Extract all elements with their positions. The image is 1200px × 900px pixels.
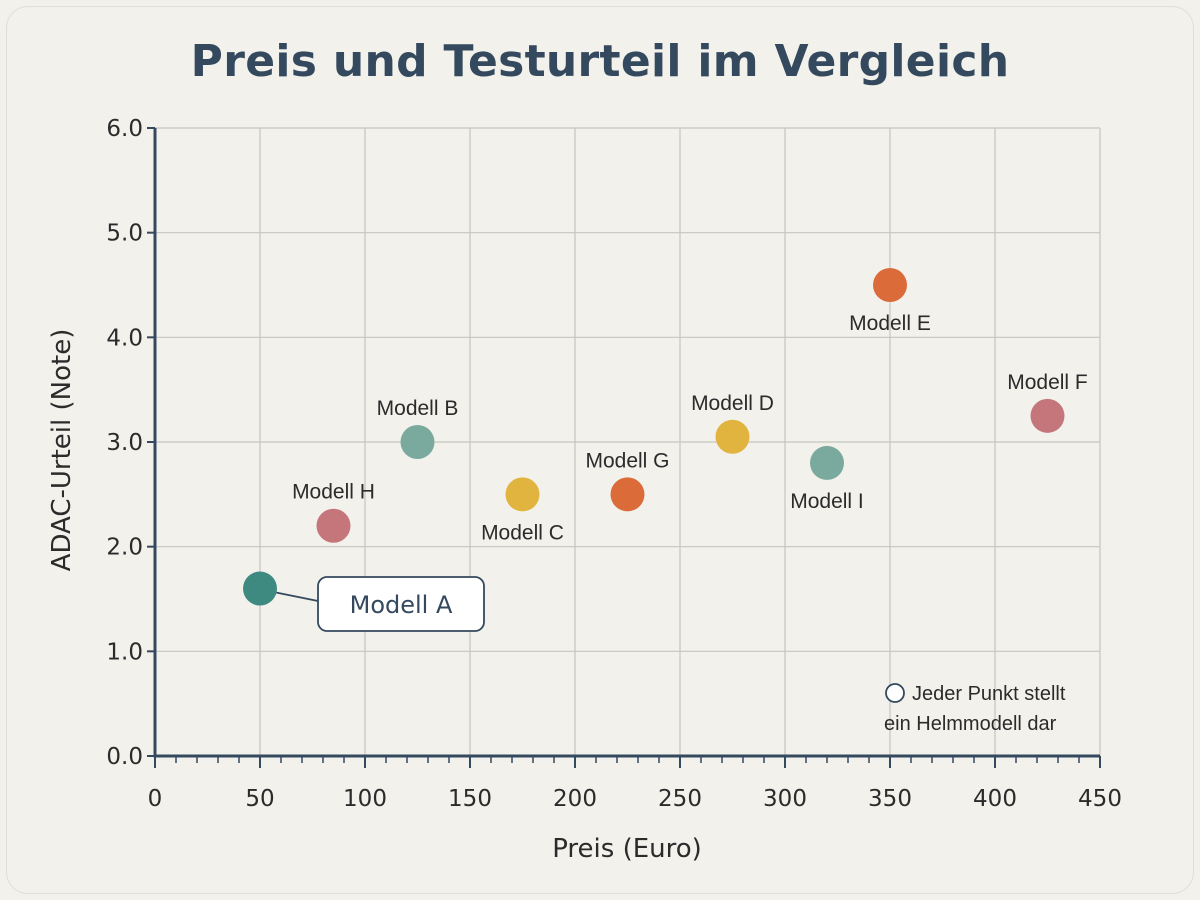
data-points (243, 268, 1065, 606)
x-tick-label: 450 (1078, 786, 1122, 812)
x-tick-label: 300 (763, 786, 807, 812)
axes (153, 128, 1100, 758)
data-point (873, 268, 907, 302)
data-point (400, 425, 435, 459)
legend-note: Jeder Punkt stellt ein Helmmodell dar (884, 683, 1066, 735)
point-label: Modell I (790, 490, 864, 513)
grid (155, 127, 1101, 756)
x-tick-label: 100 (343, 786, 387, 812)
note-line-1: Jeder Punkt stellt (912, 683, 1066, 705)
data-point (715, 419, 750, 454)
point-label: Modell F (1007, 371, 1088, 394)
x-axis-title: Preis (Euro) (552, 834, 702, 864)
point-labels: Modell B Modell C Modell D Modell E Modell F… (292, 312, 1088, 544)
point-label: Modell E (849, 312, 931, 335)
data-point (1030, 398, 1065, 433)
point-label: Modell D (691, 392, 774, 415)
data-point (316, 508, 351, 543)
y-tick-label: 0.0 (106, 744, 143, 770)
x-tick-label: 400 (973, 786, 1017, 812)
data-point (505, 477, 540, 512)
data-point (610, 477, 645, 512)
note-line-2: ein Helmmodell dar (884, 713, 1057, 735)
x-tick-label: 0 (148, 786, 163, 812)
note-circle-icon (885, 683, 905, 703)
x-tick-label: 50 (245, 786, 274, 812)
point-label: Modell G (585, 449, 669, 472)
x-tick-label: 350 (868, 786, 912, 812)
y-tick-label: 4.0 (106, 325, 143, 351)
callout-box (317, 576, 485, 632)
chart-title: Preis und Testurteil im Vergleich (190, 36, 1010, 87)
callout-label: Modell A (350, 591, 453, 619)
axis-ticks: 0.0 1.0 2.0 3.0 4.0 5.0 6.0 0 50 100 150 200 250 300 3… (106, 116, 1122, 812)
y-tick-label: 6.0 (106, 116, 143, 142)
callout-leader-line (275, 591, 319, 602)
y-tick-label: 1.0 (106, 639, 143, 665)
x-tick-label: 250 (658, 786, 702, 812)
y-axis-title: ADAC-Urteil (Note) (47, 329, 77, 572)
y-tick-label: 2.0 (106, 535, 143, 561)
y-tick-label: 3.0 (106, 430, 143, 456)
chart-card (6, 6, 1194, 894)
point-label: Modell B (377, 397, 459, 420)
y-tick-label: 5.0 (106, 221, 143, 247)
point-label: Modell H (292, 481, 375, 504)
x-tick-label: 150 (448, 786, 492, 812)
point-label: Modell C (481, 521, 564, 544)
data-point (243, 571, 277, 606)
x-tick-label: 200 (553, 786, 597, 812)
data-point (810, 445, 844, 480)
callout-layer: Modell A (275, 576, 485, 632)
